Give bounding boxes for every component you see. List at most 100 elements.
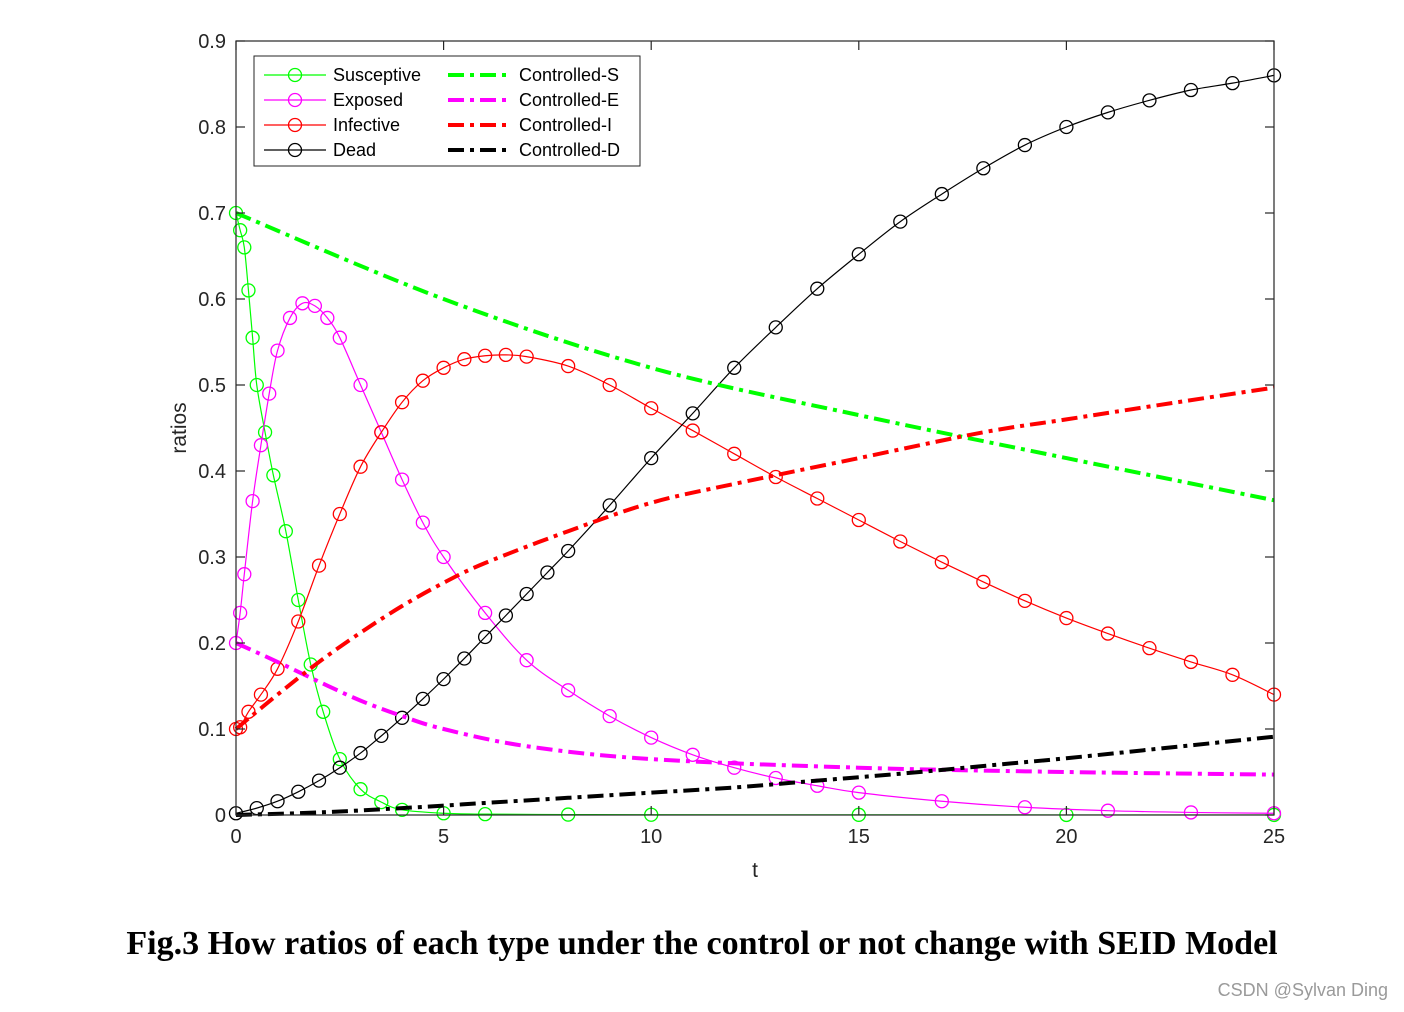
data-point-infective xyxy=(374,425,389,440)
y-tick-label: 0.9 xyxy=(198,31,226,53)
data-point-susceptive xyxy=(316,704,331,719)
series-line-dead xyxy=(235,74,1275,814)
data-point-infective xyxy=(253,687,269,702)
data-point-infective xyxy=(291,614,306,629)
legend-label: Exposed xyxy=(333,90,403,110)
data-point-infective xyxy=(1183,654,1199,670)
data-point-exposed xyxy=(1017,800,1033,815)
data-point-dead xyxy=(332,760,347,775)
legend-entry-infective: Infective xyxy=(264,115,400,135)
x-axis-label: t xyxy=(752,859,758,882)
data-point-susceptive xyxy=(241,283,256,298)
data-point-dead xyxy=(1142,93,1157,108)
data-point-exposed xyxy=(1100,803,1116,818)
data-point-dead xyxy=(727,360,742,375)
legend-label: Susceptive xyxy=(333,65,421,85)
data-point-infective xyxy=(893,534,908,549)
data-point-infective xyxy=(498,347,514,363)
x-tick-label: 5 xyxy=(438,826,449,848)
data-point-exposed xyxy=(768,770,783,786)
legend: Susceptive Exposed Infective Dead Controlled… xyxy=(253,55,641,167)
data-point-dead xyxy=(519,586,534,602)
data-point-exposed xyxy=(519,653,534,668)
data-point-dead xyxy=(270,794,285,809)
data-point-exposed xyxy=(727,760,742,775)
data-point-exposed xyxy=(233,605,248,621)
data-point-dead xyxy=(353,745,368,761)
y-tick-label: 0 xyxy=(215,805,226,827)
data-point-exposed xyxy=(282,310,298,326)
axes-layer: 0 5 10 15 20 25 0 0.1 0.2 0.3 0.4 0.5 0.6 0.7 0.8 0.9 xyxy=(198,31,1285,848)
data-point-dead xyxy=(540,565,555,580)
data-point-infective xyxy=(1142,641,1157,656)
data-point-exposed xyxy=(561,683,576,698)
data-point-dead xyxy=(934,186,949,202)
data-point-dead xyxy=(685,406,700,421)
data-point-susceptive xyxy=(249,377,264,393)
data-point-dead xyxy=(976,161,991,176)
y-tick-label: 0.7 xyxy=(198,203,226,225)
data-point-dead xyxy=(644,450,659,466)
data-point-exposed xyxy=(602,708,617,724)
legend-entry-controlled-d: Controlled-D xyxy=(448,140,620,160)
plot-area xyxy=(236,41,1274,815)
y-tick-label: 0.2 xyxy=(198,633,226,655)
data-point-dead xyxy=(1225,75,1240,91)
data-point-infective xyxy=(311,558,327,573)
y-tick-label: 0.5 xyxy=(198,375,226,397)
y-axis-label: ratios xyxy=(168,402,191,453)
series-controlled-s xyxy=(235,211,1275,503)
data-point-exposed xyxy=(320,310,335,326)
series-layer xyxy=(228,68,1282,823)
legend-label: Infective xyxy=(333,115,400,135)
chart: 0 5 10 15 20 25 0 0.1 0.2 0.3 0.4 0.5 0.6 0.7 0.8 0.9 S… xyxy=(168,31,1285,882)
data-point-exposed xyxy=(332,330,347,345)
legend-entry-controlled-s: Controlled-S xyxy=(448,65,619,85)
data-point-dead xyxy=(1183,82,1199,98)
x-tick-label: 10 xyxy=(640,826,662,848)
axes-box xyxy=(235,40,1275,816)
data-point-exposed xyxy=(253,438,269,453)
series-controlled-i xyxy=(234,385,1275,731)
x-tick-label: 15 xyxy=(848,826,870,848)
legend-marker xyxy=(287,117,303,133)
data-point-infective xyxy=(353,459,368,474)
data-point-dead xyxy=(311,773,327,788)
series-line-controlled-i xyxy=(234,385,1275,731)
data-point-infective xyxy=(602,377,617,393)
data-point-dead xyxy=(374,728,389,744)
series-exposed xyxy=(228,296,1282,821)
data-point-susceptive xyxy=(394,802,410,817)
data-point-susceptive xyxy=(237,240,252,255)
data-point-susceptive xyxy=(332,751,347,767)
data-point-dead xyxy=(457,651,472,666)
y-tick-label: 0.1 xyxy=(198,719,226,741)
legend-marker xyxy=(287,67,303,83)
x-tick-label: 0 xyxy=(230,826,241,848)
data-point-infective xyxy=(436,360,451,375)
series-controlled-d xyxy=(235,734,1275,817)
legend-label: Dead xyxy=(333,140,376,160)
data-point-infective xyxy=(477,348,493,363)
data-point-infective xyxy=(1017,593,1033,609)
data-point-infective xyxy=(394,395,410,410)
plot-background xyxy=(236,41,1274,815)
x-tick-label: 20 xyxy=(1055,826,1077,848)
data-point-exposed xyxy=(415,515,430,530)
data-point-dead xyxy=(851,247,866,262)
series-line-exposed xyxy=(235,301,1275,814)
data-point-exposed xyxy=(477,605,493,621)
data-point-infective xyxy=(976,574,991,590)
y-tick-label: 0.8 xyxy=(198,117,226,139)
series-infective xyxy=(228,347,1282,737)
data-point-exposed xyxy=(851,785,866,800)
data-point-dead xyxy=(291,784,306,799)
legend-entry-controlled-e: Controlled-E xyxy=(448,90,619,110)
y-tick-label: 0.3 xyxy=(198,547,226,569)
data-point-dead xyxy=(768,320,783,335)
data-point-exposed xyxy=(644,730,659,745)
data-point-exposed xyxy=(685,747,700,762)
legend-entry-controlled-i: Controlled-I xyxy=(448,115,612,135)
legend-entry-dead: Dead xyxy=(264,140,376,160)
series-line-infective xyxy=(235,354,1275,730)
